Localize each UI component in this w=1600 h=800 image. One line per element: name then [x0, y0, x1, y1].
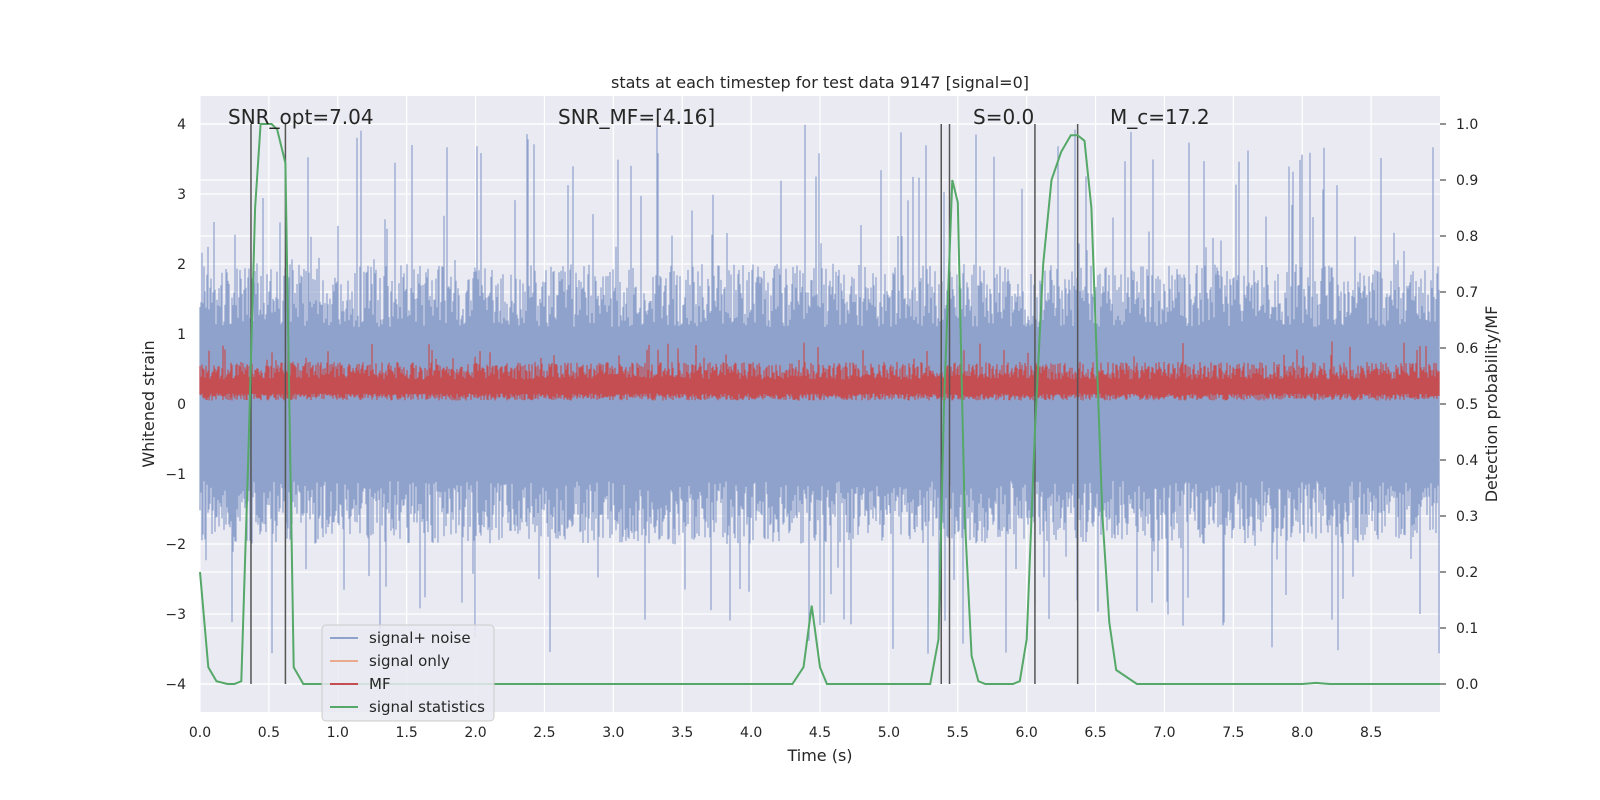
left-y-tick-label: 1	[177, 327, 186, 343]
right-y-tick-label: 0.3	[1456, 509, 1478, 525]
legend-label-signal-statistics: signal statistics	[369, 698, 485, 716]
series-signal-statistics	[199, 123, 1440, 685]
right-y-tick-label: 1.0	[1456, 117, 1478, 133]
x-tick-label: 8.5	[1360, 725, 1382, 741]
legend: signal+ noise signal only MF signal stat…	[321, 624, 495, 722]
left-y-tick-label: 3	[177, 187, 186, 203]
left-y-tick-label: −3	[165, 607, 186, 623]
x-tick-label: 6.5	[1084, 725, 1106, 741]
x-tick-label: 2.0	[464, 725, 486, 741]
right-y-tick-label: 0.1	[1456, 621, 1478, 637]
left-y-tick-label: 2	[177, 257, 186, 273]
x-tick-labels: 0.0 0.5 1.0 1.5 2.0 2.5 3.0 3.5 4.0 4.5 5.0 5.5 6.0 6…	[189, 725, 1382, 741]
right-y-tick-label: 0.8	[1456, 229, 1478, 245]
vertical-marker-lines	[250, 124, 1079, 684]
x-tick-label: 7.0	[1153, 725, 1175, 741]
right-y-tick-label: 0.0	[1456, 677, 1478, 693]
x-tick-label: 3.0	[602, 725, 624, 741]
annotation-snr-opt: SNR_opt=7.04	[228, 105, 374, 129]
x-tick-label: 5.5	[947, 725, 969, 741]
right-y-tick-label: 0.6	[1456, 341, 1478, 357]
right-y-tick-label: 0.9	[1456, 173, 1478, 189]
x-tick-label: 8.0	[1291, 725, 1313, 741]
series-mf	[199, 341, 1440, 401]
right-y-tick-label: 0.5	[1456, 397, 1478, 413]
annotation-s: S=0.0	[973, 105, 1034, 129]
x-tick-label: 0.0	[189, 725, 211, 741]
left-y-tick-label: 0	[177, 397, 186, 413]
x-tick-label: 6.0	[1016, 725, 1038, 741]
x-tick-label: 4.0	[740, 725, 762, 741]
series-layer	[199, 124, 1440, 654]
right-y-tick-labels: 0.0 0.1 0.2 0.3 0.4 0.5 0.6 0.7 0.8 0.9 1.0	[1440, 117, 1478, 693]
right-y-tick-label: 0.7	[1456, 285, 1478, 301]
annotation-snr-mf: SNR_MF=[4.16]	[558, 105, 715, 129]
x-tick-label: 5.0	[878, 725, 900, 741]
left-y-tick-label: −2	[165, 537, 186, 553]
right-y-tick-label: 0.4	[1456, 453, 1478, 469]
right-y-tick-label: 0.2	[1456, 565, 1478, 581]
x-tick-label: 4.5	[809, 725, 831, 741]
left-y-axis-label: Whitened strain	[139, 340, 158, 467]
left-y-tick-labels: −4 −3 −2 −1 0 1 2 3 4	[165, 117, 186, 693]
legend-label-signal-only: signal only	[369, 652, 450, 670]
left-y-tick-label: 4	[177, 117, 186, 133]
x-tick-label: 3.5	[671, 725, 693, 741]
legend-label-mf: MF	[369, 675, 391, 693]
x-tick-label: 7.5	[1222, 725, 1244, 741]
x-tick-label: 1.5	[396, 725, 418, 741]
x-axis-label: Time (s)	[786, 746, 852, 765]
x-tick-label: 0.5	[258, 725, 280, 741]
annotation-mc: M_c=17.2	[1110, 105, 1210, 129]
left-y-tick-label: −1	[165, 467, 186, 483]
x-tick-label: 1.0	[327, 725, 349, 741]
x-tick-label: 2.5	[533, 725, 555, 741]
signal-statistics-layer	[199, 123, 1440, 685]
right-y-axis-label: Detection probability/MF	[1482, 306, 1501, 503]
legend-box	[321, 624, 495, 722]
chart-title: stats at each timestep for test data 914…	[611, 73, 1029, 92]
legend-label-signal-noise: signal+ noise	[369, 629, 471, 647]
left-y-tick-label: −4	[165, 677, 186, 693]
